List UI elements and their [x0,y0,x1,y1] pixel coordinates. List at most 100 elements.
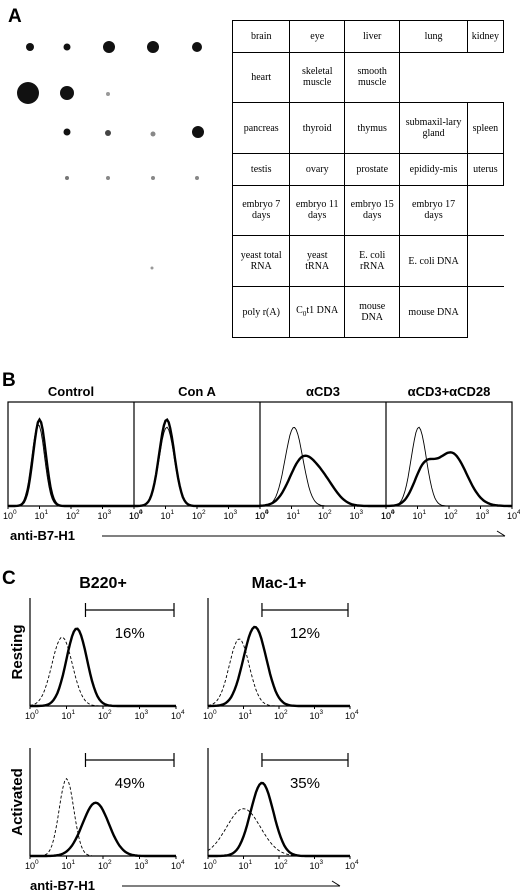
stained-histogram [259,454,386,508]
grid-cell: heart [231,51,291,104]
x-tick-label: 10 [161,511,171,521]
condition-header: Con A [178,384,216,399]
x-tick-label: 10 [287,511,297,521]
x-tick-label: 10 [25,711,35,721]
x-tick-label: 10 [350,511,360,521]
x-tick-exponent: 1 [171,509,175,516]
tissue-grid-table: brain eye liver lung kidney heart skeletal mus… [231,20,505,338]
gate-percentage: 16% [115,625,145,642]
x-tick-exponent: 3 [320,709,324,716]
x-tick-label: 10 [98,711,108,721]
x-tick-exponent: 0 [139,509,143,516]
x-tick-exponent: 1 [249,859,253,866]
grid-cell: mouse DNA [399,286,468,338]
x-tick-label: 10 [239,711,249,721]
x-tick-exponent: 2 [454,509,458,516]
x-tick-exponent: 2 [284,859,288,866]
x-tick-label: 10 [255,511,265,521]
grid-cell: embryo 15 days [344,184,401,237]
grid-cell: embryo 17 days [399,184,468,237]
x-tick-exponent: 4 [181,709,185,716]
x-tick-exponent: 0 [391,509,395,516]
x-tick-label: 10 [129,511,139,521]
control-histogram [386,426,512,507]
x-tick-exponent: 4 [355,859,359,866]
grid-cell: yeast total RNA [231,235,291,288]
x-tick-label: 10 [310,711,320,721]
x-tick-exponent: 3 [486,509,490,516]
x-tick-label: 10 [345,861,355,871]
grid-row: yeast total RNA yeast tRNA E. coli rRNA E. … [231,235,504,288]
x-tick-label: 10 [413,511,423,521]
x-tick-label: 10 [62,861,72,871]
panel-b-letter: B [2,370,16,391]
population-header: Mac-1+ [252,575,307,592]
x-tick-label: 10 [192,511,202,521]
x-axis-arrow-head [496,530,506,537]
x-tick-label: 10 [203,711,213,721]
grid-cell: brain [231,20,291,53]
x-tick-label: 10 [239,861,249,871]
grid-cell: E. coli DNA [399,235,468,288]
grid-cell: uterus [466,153,505,186]
x-tick-exponent: 2 [202,509,206,516]
x-tick-exponent: 3 [108,509,112,516]
x-tick-exponent: 1 [45,509,49,516]
isotype-histogram [30,777,176,857]
x-tick-exponent: 3 [234,509,238,516]
x-tick-label: 10 [98,511,108,521]
x-tick-label: 10 [274,711,284,721]
b7h1-histogram [30,627,176,708]
x-tick-exponent: 4 [265,509,269,516]
x-tick-label: 10 [507,511,517,521]
x-tick-exponent: 2 [328,509,332,516]
gate-percentage: 12% [290,625,320,642]
x-tick-label: 10 [129,511,139,521]
x-tick-exponent: 1 [72,709,76,716]
x-tick-exponent: 4 [391,509,395,516]
condition-row-label: Activated [9,768,26,836]
condition-header: Control [48,384,94,399]
x-tick-label: 10 [318,511,328,521]
grid-cell [466,184,504,236]
grid-row: embryo 7 days embryo 11 days embryo 15 day… [231,184,504,237]
x-tick-exponent: 1 [297,509,301,516]
grid-row: pancreas thyroid thymus submaxil-lary gland… [231,102,505,155]
x-tick-exponent: 0 [213,709,217,716]
x-tick-label: 10 [381,511,391,521]
grid-cell: yeast tRNA [289,235,346,288]
x-tick-exponent: 4 [181,859,185,866]
panel-c-letter: C [2,568,16,589]
stained-histogram [134,417,260,508]
grid-row: brain eye liver lung kidney [231,20,505,53]
grid-cell: C0t1 DNA [289,286,346,338]
grid-row: poly r(A) C0t1 DNA mouse DNA mouse DNA [231,286,504,338]
grid-cell: spleen [466,102,505,155]
x-tick-exponent: 0 [35,709,39,716]
x-tick-label: 10 [274,861,284,871]
x-tick-label: 10 [3,511,13,521]
condition-row-label: Resting [9,624,26,679]
x-axis-label: anti-B7-H1 [10,528,75,540]
x-tick-exponent: 1 [72,859,76,866]
x-tick-exponent: 4 [139,509,143,516]
grid-cell: liver [344,20,401,53]
x-tick-exponent: 2 [108,859,112,866]
control-histogram [134,426,260,507]
x-tick-label: 10 [345,711,355,721]
x-tick-exponent: 4 [517,509,520,516]
x-tick-exponent: 2 [284,709,288,716]
grid-cell: ovary [289,153,346,186]
x-tick-label: 10 [135,711,145,721]
grid-cell: embryo 11 days [289,184,346,237]
b7h1-histogram [208,781,350,858]
grid-cell [466,235,504,287]
x-tick-exponent: 3 [360,509,364,516]
stained-histogram [8,417,134,508]
grid-cell: pancreas [231,102,291,155]
x-tick-exponent: 0 [265,509,269,516]
x-tick-label: 10 [35,511,45,521]
grid-cell: thymus [344,102,401,155]
x-tick-exponent: 0 [213,859,217,866]
grid-cell: smooth muscle [344,51,401,104]
